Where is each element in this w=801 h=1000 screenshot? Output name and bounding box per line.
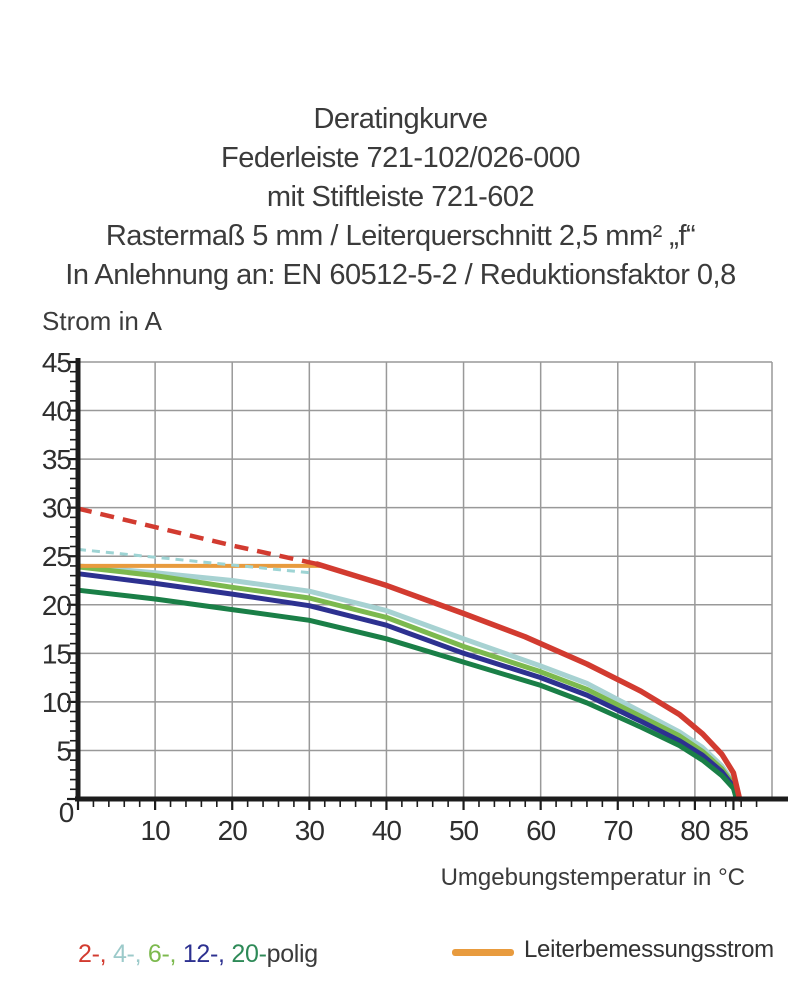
title-line-5: In Anlehnung an: EN 60512-5-2 / Reduktio… xyxy=(65,259,736,291)
legend-poles-suffix: polig xyxy=(266,940,319,968)
series-12-polig xyxy=(75,571,739,802)
title-line-2: Federleiste 721-102/026-000 xyxy=(221,142,580,174)
title-line-1: Deratingkurve xyxy=(313,103,488,135)
x-axis-title: Umgebungstemperatur in °C xyxy=(440,864,745,891)
legend-pole-2: 2-, xyxy=(78,940,107,968)
tick-label: 40 xyxy=(372,815,402,846)
tick-label: 45 xyxy=(42,347,72,378)
series-4-polig-oberhalb-leiterbemessungsstrom- xyxy=(77,547,310,575)
tick-label: 85 xyxy=(719,815,749,846)
legend-pole-12: 12-, xyxy=(182,940,225,968)
title-line-3: mit Stiftleiste 721-602 xyxy=(266,181,535,213)
series-2-polig-oberhalb-leiterbemessungsstrom- xyxy=(77,506,318,567)
tick-label: 10 xyxy=(141,815,171,846)
tick-label: 25 xyxy=(42,541,72,572)
tick-label: 5 xyxy=(56,735,71,766)
legend-pole-6: 6-, xyxy=(147,940,177,968)
tick-label: 20 xyxy=(218,815,248,846)
tick-label: 60 xyxy=(526,815,556,846)
tick-label: 70 xyxy=(603,815,633,846)
legend-poles: 2-, 4-, 6-, 12-, 20-polig xyxy=(78,940,318,969)
tick-label: 0 xyxy=(59,797,74,828)
tick-label: 20 xyxy=(42,590,72,621)
tick-label: 15 xyxy=(42,638,72,669)
rated-current-label: Leiterbemessungsstrom xyxy=(524,936,774,963)
legend-pole-20: 20- xyxy=(231,940,267,968)
series-2-polig xyxy=(314,561,743,802)
y-axis-title: Strom in A xyxy=(42,306,162,336)
rated-current-line-swatch xyxy=(452,949,514,956)
tick-label: 80 xyxy=(680,815,710,846)
tick-label: 30 xyxy=(295,815,325,846)
tick-label: 30 xyxy=(42,493,72,524)
tick-label: 10 xyxy=(42,687,72,718)
tick-label: 50 xyxy=(449,815,479,846)
series-20-polig xyxy=(75,587,739,802)
tick-label: 35 xyxy=(42,444,72,475)
legend-pole-4: 4-, xyxy=(112,940,142,968)
title-line-4: Rastermaß 5 mm / Leiterquerschnitt 2,5 m… xyxy=(105,220,696,252)
title-block: Deratingkurve Federleiste 721-102/026-00… xyxy=(0,100,801,295)
tick-label: 40 xyxy=(42,396,72,427)
